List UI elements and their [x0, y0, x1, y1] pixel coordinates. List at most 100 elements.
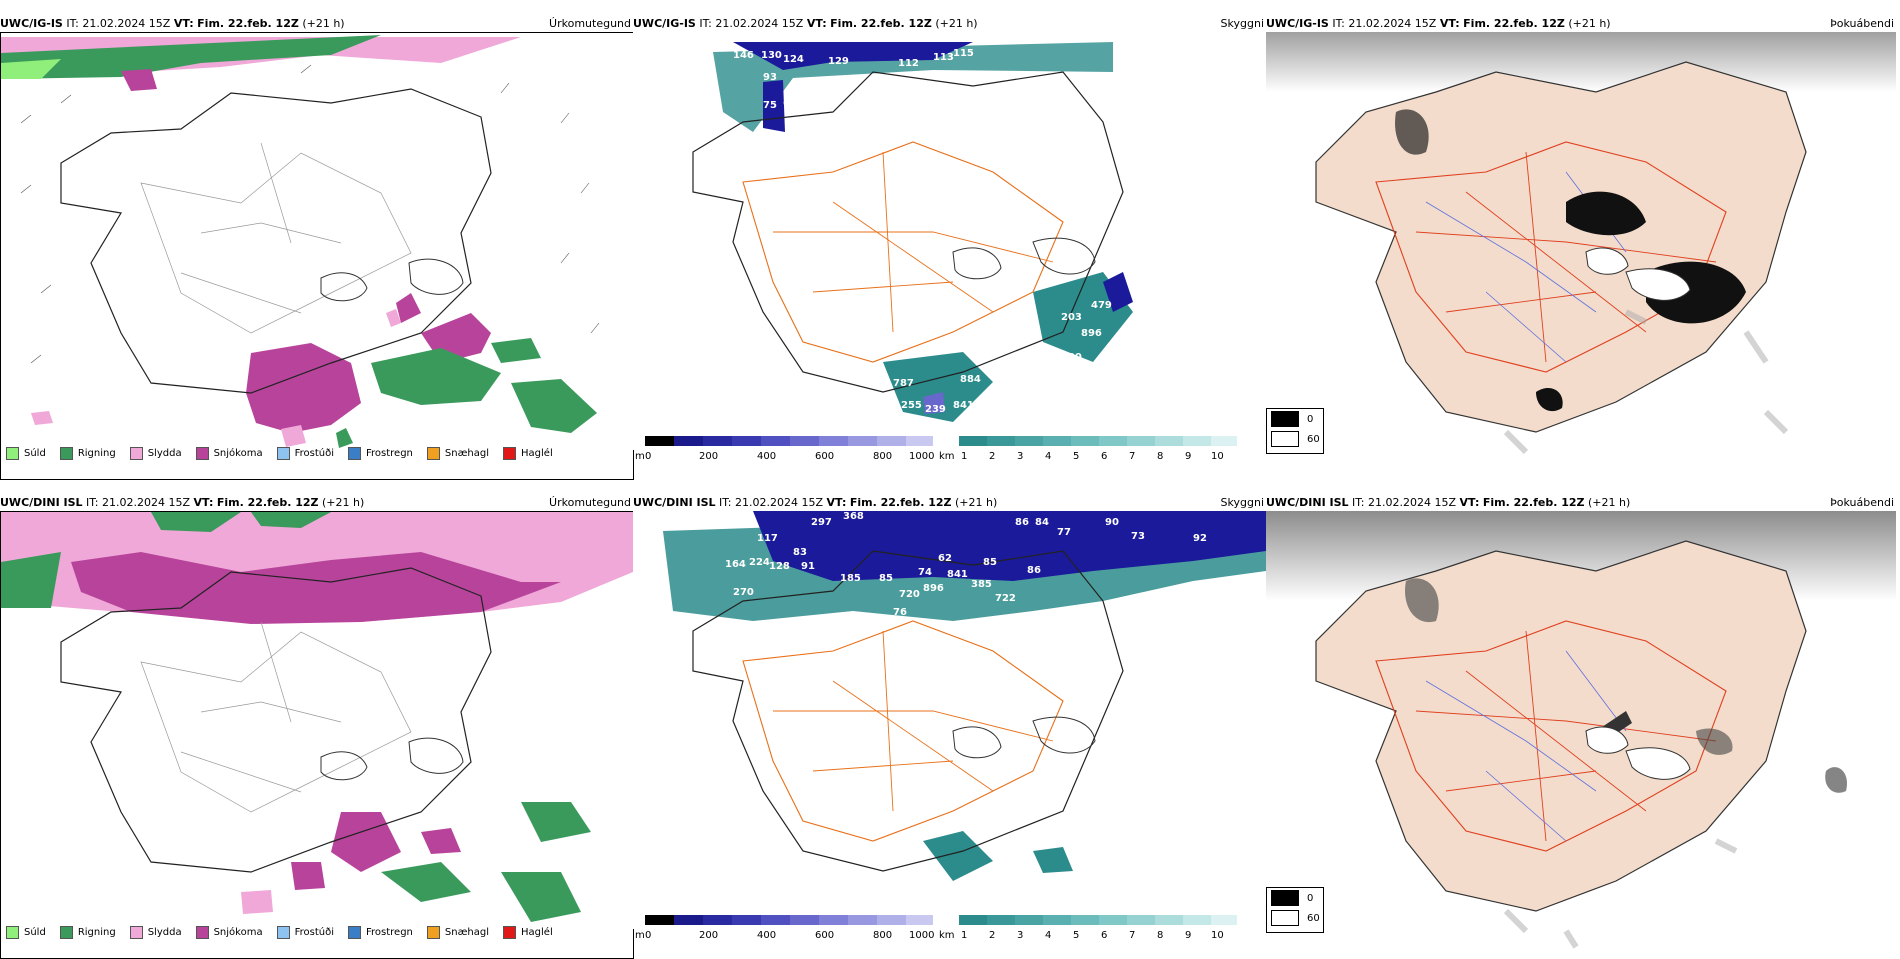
it-label: IT:	[66, 17, 79, 30]
precip-type-map	[0, 32, 634, 480]
visibility-label: 255	[901, 400, 922, 411]
colorbar-tick: 1	[961, 930, 968, 941]
visibility-label: 146	[733, 50, 754, 61]
legend-swatch	[195, 925, 209, 939]
visibility-label: 297	[811, 517, 832, 528]
colorbar-tick: 1000	[909, 930, 935, 941]
row2-fog-panel: UWC/DINI ISL IT: 21.02.2024 15Z VT: Fim.…	[1266, 495, 1896, 951]
legend-label: Frostúði	[294, 447, 334, 459]
colorbar-tick: 6	[1101, 930, 1108, 941]
colorbar-tick: 8	[1157, 930, 1164, 941]
legend-label: Súld	[24, 447, 46, 459]
visibility-label: 113	[933, 52, 954, 63]
vt-label: VT:	[1459, 496, 1480, 509]
colorbar-tick: 2	[989, 930, 996, 941]
row1-visibility-header: UWC/IG-IS IT: 21.02.2024 15Z VT: Fim. 22…	[633, 16, 1266, 32]
km-colorbar: km 1 2 3 4 5 6 7 8 9 10	[939, 436, 1239, 465]
fog-legend-row-black: 0	[1267, 888, 1323, 908]
legend-swatch	[276, 925, 290, 939]
visibility-label: 75	[763, 100, 777, 111]
height-colorbar: m 0 200 400 600 800 1000	[635, 915, 935, 944]
legend-swatch	[129, 925, 143, 939]
row2-fog-header: UWC/DINI ISL IT: 21.02.2024 15Z VT: Fim.…	[1266, 495, 1896, 511]
visibility-label: 896	[1081, 328, 1102, 339]
fog-legend-swatch	[1271, 431, 1299, 447]
panel-title: Þokuábendi	[1830, 17, 1894, 30]
fog-legend-swatch	[1271, 910, 1299, 926]
visibility-label: 124	[783, 54, 804, 65]
visibility-label: 689	[1079, 871, 1100, 882]
it-label: IT:	[699, 17, 712, 30]
vt-label: VT:	[1439, 17, 1460, 30]
visibility-label: 92	[1193, 533, 1207, 544]
row2-precip-header: UWC/DINI ISL IT: 21.02.2024 15Z VT: Fim.…	[0, 495, 633, 511]
legend-swatch	[348, 925, 361, 939]
fog-legend-label: 60	[1307, 912, 1320, 924]
visibility-label: 720	[899, 589, 920, 600]
legend-label: Rigning	[77, 926, 116, 938]
legend-swatch	[503, 446, 517, 460]
lead-time: (+21 h)	[1568, 17, 1611, 30]
legend-item-sudl: Súld	[6, 925, 46, 939]
colorbar-tick: 7	[1129, 451, 1136, 462]
panel-title: Skyggni	[1220, 17, 1264, 30]
legend-label: Rigning	[77, 447, 116, 459]
colorbar-tick: 400	[757, 930, 777, 941]
fog-index-map	[1266, 32, 1896, 472]
visibility-label: 130	[761, 50, 782, 61]
visibility-label: 62	[938, 553, 952, 564]
visibility-label: 117	[757, 533, 778, 544]
height-colorbar: m 0 200 400 600 800 1000	[635, 436, 935, 465]
it-value: 21.02.2024 15Z	[715, 17, 804, 30]
legend-label: Snjókoma	[213, 447, 263, 459]
height-colorbar-strip	[645, 915, 933, 925]
legend-item-sudl: Súld	[6, 446, 46, 460]
model-name: UWC/IG-IS	[1266, 17, 1329, 30]
it-value: 21.02.2024 15Z	[102, 496, 191, 509]
colorbar-tick: 600	[815, 930, 835, 941]
colorbar-tick: 600	[815, 451, 835, 462]
vt-value: Fim. 22.feb. 12Z	[1482, 496, 1585, 509]
visibility-label: 841	[953, 400, 974, 411]
row1-fog-header: UWC/IG-IS IT: 21.02.2024 15Z VT: Fim. 22…	[1266, 16, 1896, 32]
visibility-label: 273	[988, 392, 1009, 403]
visibility-label: 128	[769, 561, 790, 572]
visibility-label: 62	[783, 98, 797, 109]
colorbar-tick: 0	[645, 930, 652, 941]
fog-legend-row-white: 60	[1267, 429, 1323, 449]
visibility-label: 896	[923, 583, 944, 594]
visibility-label: 270	[733, 587, 754, 598]
km-colorbar-ticks: km 1 2 3 4 5 6 7 8 9 10	[939, 930, 1239, 944]
legend-swatch	[59, 446, 73, 460]
fog-legend-row-white: 60	[1267, 908, 1323, 928]
row2-visibility-panel: UWC/DINI ISL IT: 21.02.2024 15Z VT: Fim.…	[633, 495, 1266, 943]
colorbar-tick: 5	[1073, 451, 1080, 462]
fog-legend-label: 60	[1307, 433, 1320, 445]
it-label: IT:	[719, 496, 732, 509]
visibility-label: 73	[1131, 531, 1145, 542]
legend-label: Súld	[24, 926, 46, 938]
legend-swatch	[6, 446, 19, 460]
vt-value: Fim. 22.feb. 12Z	[216, 496, 319, 509]
visibility-label: 129	[828, 56, 849, 67]
visibility-label: 90	[1105, 517, 1119, 528]
km-colorbar-strip	[959, 915, 1237, 925]
legend-label: Frostregn	[366, 447, 413, 459]
vt-value: Fim. 22.feb. 12Z	[830, 17, 932, 30]
panel-title: Úrkomutegund	[549, 17, 631, 30]
legend-item-frostudi: Frostúði	[276, 925, 334, 939]
colorbar-tick: 10	[1211, 930, 1224, 941]
legend-item-snjokoma: Snjókoma	[195, 925, 263, 939]
it-label: IT:	[1332, 17, 1345, 30]
km-colorbar-ticks: km 1 2 3 4 5 6 7 8 9 10	[939, 451, 1239, 465]
it-label: IT:	[1352, 496, 1365, 509]
visibility-label: 120	[1015, 422, 1036, 433]
legend-label: Slydda	[147, 447, 182, 459]
visibility-label: 74	[918, 567, 932, 578]
precip-type-map	[0, 511, 634, 959]
legend-label: Frostregn	[366, 926, 413, 938]
row1-visibility-panel: UWC/IG-IS IT: 21.02.2024 15Z VT: Fim. 22…	[633, 16, 1266, 464]
row1-fog-panel: UWC/IG-IS IT: 21.02.2024 15Z VT: Fim. 22…	[1266, 16, 1896, 472]
visibility-label: 787	[893, 378, 914, 389]
legend-label: Frostúði	[294, 926, 334, 938]
